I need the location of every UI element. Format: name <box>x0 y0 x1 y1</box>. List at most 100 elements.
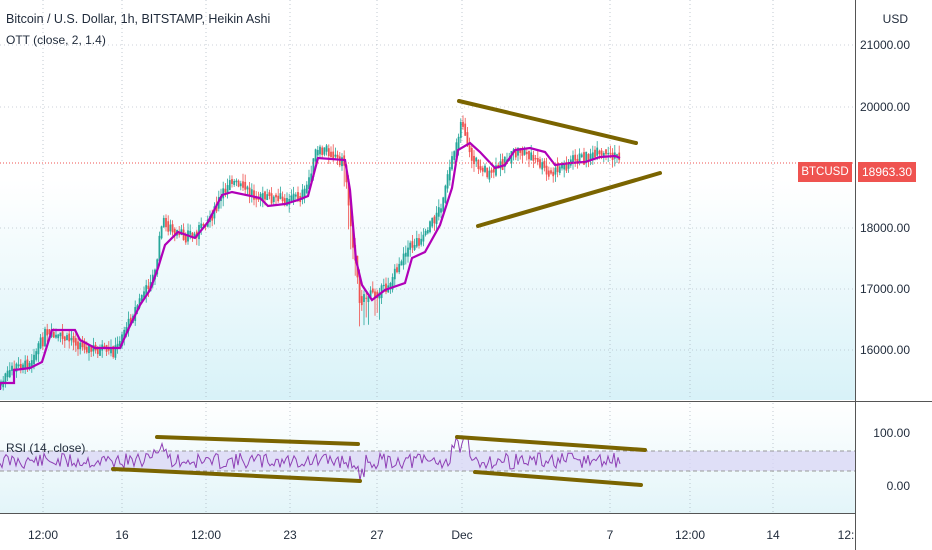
time-tick: 14 <box>766 528 780 542</box>
candle-body <box>486 167 489 178</box>
currency-label[interactable]: USD <box>882 12 908 26</box>
candle-body <box>442 197 445 212</box>
candle-body <box>543 160 546 168</box>
candle-body <box>39 337 42 349</box>
candle-body <box>41 337 44 347</box>
candle-body <box>492 168 495 173</box>
candle-body <box>162 217 165 228</box>
candle-body <box>534 158 537 160</box>
candle-body <box>156 259 159 275</box>
candle-body <box>4 373 7 384</box>
candle-body <box>279 193 282 199</box>
candle-body <box>55 334 57 338</box>
candle-body <box>237 180 240 187</box>
candle-body <box>228 180 231 191</box>
candle-body <box>44 328 46 347</box>
candle-body <box>312 158 315 177</box>
candle-body <box>446 174 449 189</box>
candle-body <box>422 234 425 242</box>
candle-body <box>541 162 544 170</box>
candle-body <box>147 285 150 290</box>
candle-body <box>74 338 77 346</box>
candle-body <box>123 329 126 339</box>
candle-body <box>398 263 401 273</box>
candle-body <box>369 290 372 298</box>
candle-body <box>189 230 192 235</box>
time-tick: 12:00 <box>190 528 222 542</box>
rsi-indicator-label[interactable]: RSI (14, close) <box>6 441 86 455</box>
candle-body <box>488 170 491 180</box>
candle-body <box>589 153 592 160</box>
candle-body <box>561 164 563 169</box>
candle-body <box>235 180 238 183</box>
candle-body <box>470 148 473 161</box>
candle-body <box>363 294 365 302</box>
candle-body <box>327 148 330 157</box>
triangle-lower-trendline <box>476 171 662 228</box>
candle-body <box>272 196 275 203</box>
chart-title[interactable]: Bitcoin / U.S. Dollar, 1h, BITSTAMP, Hei… <box>6 12 271 26</box>
candle-body <box>418 238 420 246</box>
candle-body <box>479 166 482 171</box>
candle-body <box>572 155 574 163</box>
rsi-line <box>0 436 621 481</box>
candle-body <box>305 184 308 193</box>
candle-body <box>66 335 68 341</box>
candle-body <box>99 347 101 356</box>
candle-body <box>158 235 161 262</box>
candle-body <box>6 370 9 378</box>
candle-body <box>563 163 566 170</box>
candle-body <box>567 162 570 169</box>
grid-lines <box>0 0 855 513</box>
candle-body <box>77 341 79 350</box>
candle-body <box>420 238 423 245</box>
ott-indicator-label[interactable]: OTT (close, 2, 1.4) <box>6 33 106 47</box>
candle-body <box>400 261 403 266</box>
candle-body <box>521 149 524 156</box>
candle-body <box>591 152 594 161</box>
candle-body <box>200 223 203 228</box>
candle-body <box>448 167 451 181</box>
candle-body <box>270 193 273 204</box>
candle-body <box>360 296 363 306</box>
candle-body <box>244 181 247 190</box>
candle-body <box>83 341 86 350</box>
candle-body <box>501 159 504 170</box>
candle-body <box>424 230 427 236</box>
candle-body <box>46 329 49 336</box>
candle-body <box>495 165 497 176</box>
time-tick: 12: <box>837 528 855 542</box>
candle-body <box>308 177 310 190</box>
candle-body <box>371 288 374 293</box>
candle-body <box>514 149 517 158</box>
candle-body <box>444 185 447 203</box>
candle-body <box>52 332 55 338</box>
candle-body <box>81 339 84 348</box>
candle-body <box>459 121 462 138</box>
candle-body <box>413 245 416 250</box>
candle-body <box>222 188 225 199</box>
candle-body <box>121 334 123 347</box>
candle-body <box>618 152 621 161</box>
candle-body <box>323 147 326 155</box>
candle-body <box>602 153 605 156</box>
candle-body <box>411 241 414 248</box>
candle-body <box>145 285 148 295</box>
candle-body <box>437 207 440 217</box>
candle-body <box>30 360 33 366</box>
candle-body <box>338 156 341 166</box>
candle-body <box>160 226 163 239</box>
rsi-trendline-2 <box>111 467 362 483</box>
candle-body <box>286 197 288 206</box>
candle-body <box>556 165 559 173</box>
last-price-symbol-badge: BTCUSD <box>798 162 852 182</box>
candle-body <box>367 296 370 303</box>
candle-body <box>57 334 60 339</box>
candle-body <box>202 223 205 226</box>
rsi-trendline-3 <box>455 435 647 452</box>
candle-body <box>473 155 475 165</box>
candle-body <box>336 154 339 158</box>
candle-body <box>321 147 324 155</box>
candle-body <box>193 233 196 238</box>
